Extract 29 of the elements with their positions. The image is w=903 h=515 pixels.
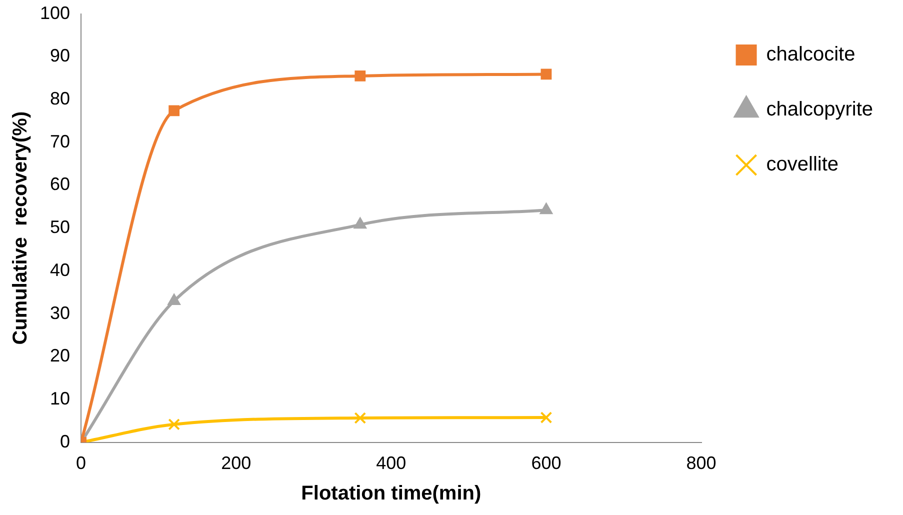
y-tick-label: 70	[50, 131, 70, 152]
point	[354, 217, 367, 229]
point	[168, 418, 180, 430]
point	[540, 412, 552, 424]
x-tick-label: 800	[686, 453, 716, 474]
legend-label: covellite	[766, 154, 839, 176]
y-tick-label: 0	[60, 431, 70, 452]
y-tick-label: 10	[50, 388, 70, 409]
y-tick-label: 50	[50, 217, 70, 238]
legend-label: chalcopyrite	[766, 98, 873, 121]
legend-label: chalcocite	[766, 44, 856, 66]
x-axis-title: Flotation time(min)	[301, 482, 482, 505]
x-tick-label: 0	[76, 453, 86, 474]
y-axis-title: Cumulative recovery(%)	[10, 111, 32, 345]
y-tick-label: 30	[50, 302, 70, 323]
point	[540, 68, 552, 80]
y-tick-label: 40	[50, 260, 70, 280]
y-tick-label: 90	[50, 46, 70, 66]
point	[168, 105, 180, 116]
point	[354, 412, 366, 424]
y-tick-label: 80	[50, 88, 70, 108]
point	[540, 202, 553, 214]
x-tick-label: 200	[221, 453, 252, 474]
x-tick-label: 400	[376, 453, 406, 474]
y-tick-label: 20	[50, 346, 70, 366]
point	[354, 70, 366, 82]
y-tick-label: 60	[50, 174, 70, 194]
y-tick-label: 100	[40, 2, 70, 23]
x-tick-label: 600	[531, 453, 562, 474]
